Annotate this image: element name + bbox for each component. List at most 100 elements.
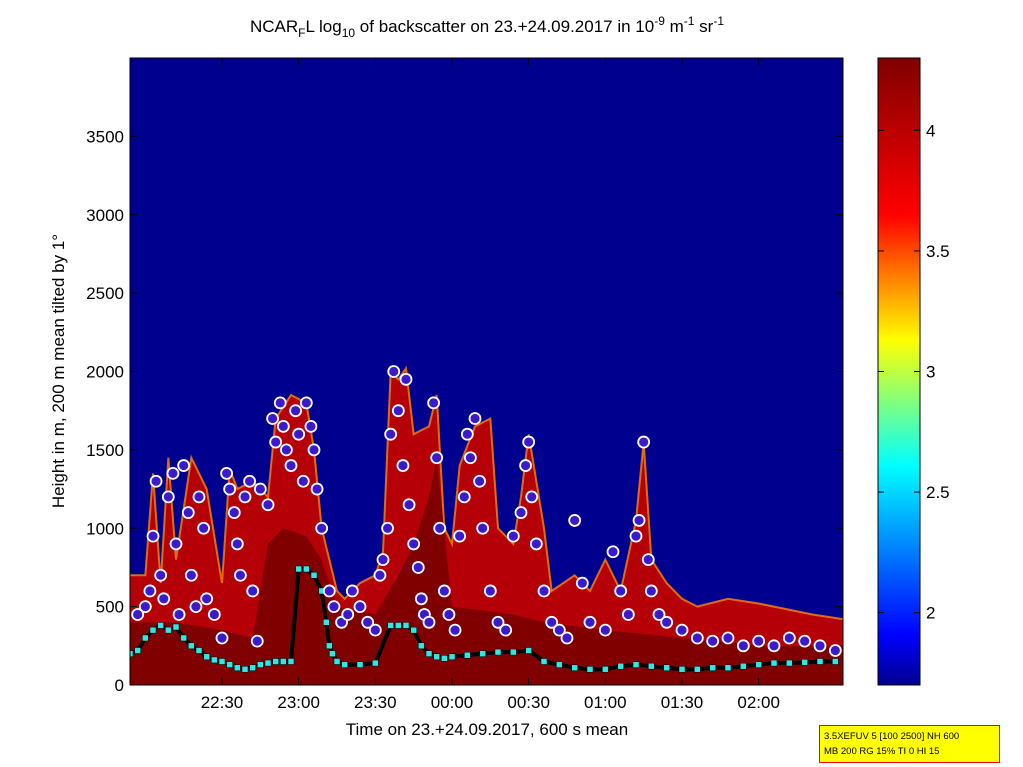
cloud-top-marker (506, 529, 520, 543)
title-mid: of backscatter on 23.+24.09.2017 in 10 (355, 17, 654, 36)
y-tick-label: 3000 (86, 206, 124, 225)
cloud-base-marker (387, 622, 394, 629)
cloud-base-marker (272, 658, 279, 665)
plot-area (130, 58, 843, 685)
cloud-top-marker (353, 600, 367, 614)
cloud-top-marker (172, 608, 186, 621)
cloud-top-marker (519, 459, 532, 472)
cloud-top-marker (384, 427, 398, 441)
cloud-base-marker (329, 650, 336, 657)
cloud-base-marker (678, 666, 686, 673)
cloud-top-marker (161, 490, 175, 504)
cloud-base-marker (134, 647, 141, 654)
cloud-top-marker (402, 498, 416, 512)
cloud-base-marker (816, 658, 824, 665)
cloud-base-marker (303, 565, 310, 573)
cloud-base-marker (287, 658, 295, 665)
cloud-top-marker (289, 404, 303, 418)
cloud-top-marker (537, 584, 551, 598)
colorbar-tick-label: 3.5 (926, 242, 950, 261)
cloud-top-marker (304, 419, 318, 433)
cloud-top-marker (279, 443, 293, 457)
y-tick-label: 500 (96, 598, 124, 617)
cloud-top-marker (192, 490, 206, 504)
cloud-top-marker (181, 506, 195, 519)
cloud-top-marker (177, 459, 191, 472)
cloud-top-marker (299, 396, 313, 410)
cloud-top-marker (606, 545, 620, 559)
cloud-base-marker (257, 661, 264, 668)
cloud-base-marker (464, 651, 471, 659)
cloud-base-marker (264, 659, 272, 667)
cloud-top-marker (200, 592, 214, 606)
cloud-base-marker (525, 647, 532, 654)
title-sup-m1: -1 (684, 14, 695, 28)
cloud-base-marker (356, 661, 364, 668)
cloud-base-marker (203, 653, 210, 661)
cloud-top-marker (407, 537, 421, 551)
cloud-top-marker (266, 412, 280, 425)
x-tick-label: 00:30 (507, 693, 550, 712)
title-sub-10: 10 (342, 26, 356, 40)
cloud-top-marker (690, 631, 704, 645)
cloud-top-marker (433, 521, 447, 535)
cloud-top-marker (598, 623, 612, 637)
cloud-base-marker (433, 653, 440, 661)
cloud-top-marker (143, 584, 157, 598)
cloud-base-marker (130, 650, 134, 657)
cloud-top-marker (184, 568, 198, 582)
cloud-top-marker (220, 466, 234, 480)
cloud-base-marker (395, 622, 402, 629)
cloud-top-marker (430, 451, 444, 465)
cloud-top-marker (361, 615, 375, 629)
cloud-top-marker (246, 584, 260, 598)
cloud-base-marker (280, 658, 287, 665)
cloud-top-marker (575, 576, 589, 590)
cloud-top-marker (146, 529, 160, 543)
cloud-top-marker (525, 490, 539, 504)
x-tick-label: 01:30 (661, 693, 704, 712)
cloud-base-marker (709, 664, 716, 672)
cloud-base-marker (571, 664, 578, 672)
cloud-base-marker (441, 655, 448, 662)
info-line-2: MB 200 RG 15% TI 0 HI 15 (824, 746, 940, 757)
cloud-top-marker (310, 482, 324, 496)
cloud-top-marker (545, 615, 559, 629)
y-tick-label: 1000 (86, 519, 124, 538)
cloud-base-marker (333, 658, 341, 665)
cloud-top-marker (522, 435, 536, 449)
x-axis: 22:30 23:00 23:30 00:00 00:30 01:00 01:30 02:00 (201, 58, 780, 712)
cloud-top-marker (307, 443, 321, 457)
cloud-top-marker (468, 412, 482, 425)
cloud-base-marker (341, 661, 348, 668)
cloud-top-marker (660, 615, 674, 629)
cloud-top-marker (641, 553, 655, 566)
cloud-top-marker (442, 608, 456, 621)
info-box: 3.5XEFUV 5 [100 2500] NH 600 MB 200 RG 1… (819, 725, 1000, 763)
cloud-base-marker (786, 659, 793, 667)
cloud-base-marker (740, 662, 747, 670)
cloud-top-marker (227, 506, 241, 519)
y-tick-label: 1500 (86, 441, 124, 460)
colorbar-tick-label: 3 (926, 363, 935, 382)
x-tick-label: 23:30 (354, 693, 397, 712)
cloud-base-marker (402, 622, 410, 629)
cloud-top-marker (197, 521, 211, 535)
info-line-1: 3.5XEFUV 5 [100 2500] NH 600 (824, 731, 960, 742)
cloud-base-marker (142, 634, 149, 642)
title-sub-f: F (298, 26, 305, 40)
cloud-top-marker (782, 631, 796, 645)
cloud-top-marker (296, 474, 310, 488)
cloud-top-marker (269, 435, 283, 449)
cloud-base-marker (755, 661, 762, 668)
cloud-top-marker (373, 568, 387, 582)
cloud-base-marker (226, 661, 233, 668)
cloud-top-marker (652, 608, 666, 621)
cloud-base-marker (494, 648, 502, 656)
cloud-top-marker (322, 584, 336, 598)
cloud-base-marker (510, 648, 517, 656)
cloud-base-marker (724, 664, 732, 672)
cloud-base-marker (157, 622, 164, 629)
cloud-top-marker (253, 482, 267, 496)
cloud-top-marker (315, 521, 329, 535)
